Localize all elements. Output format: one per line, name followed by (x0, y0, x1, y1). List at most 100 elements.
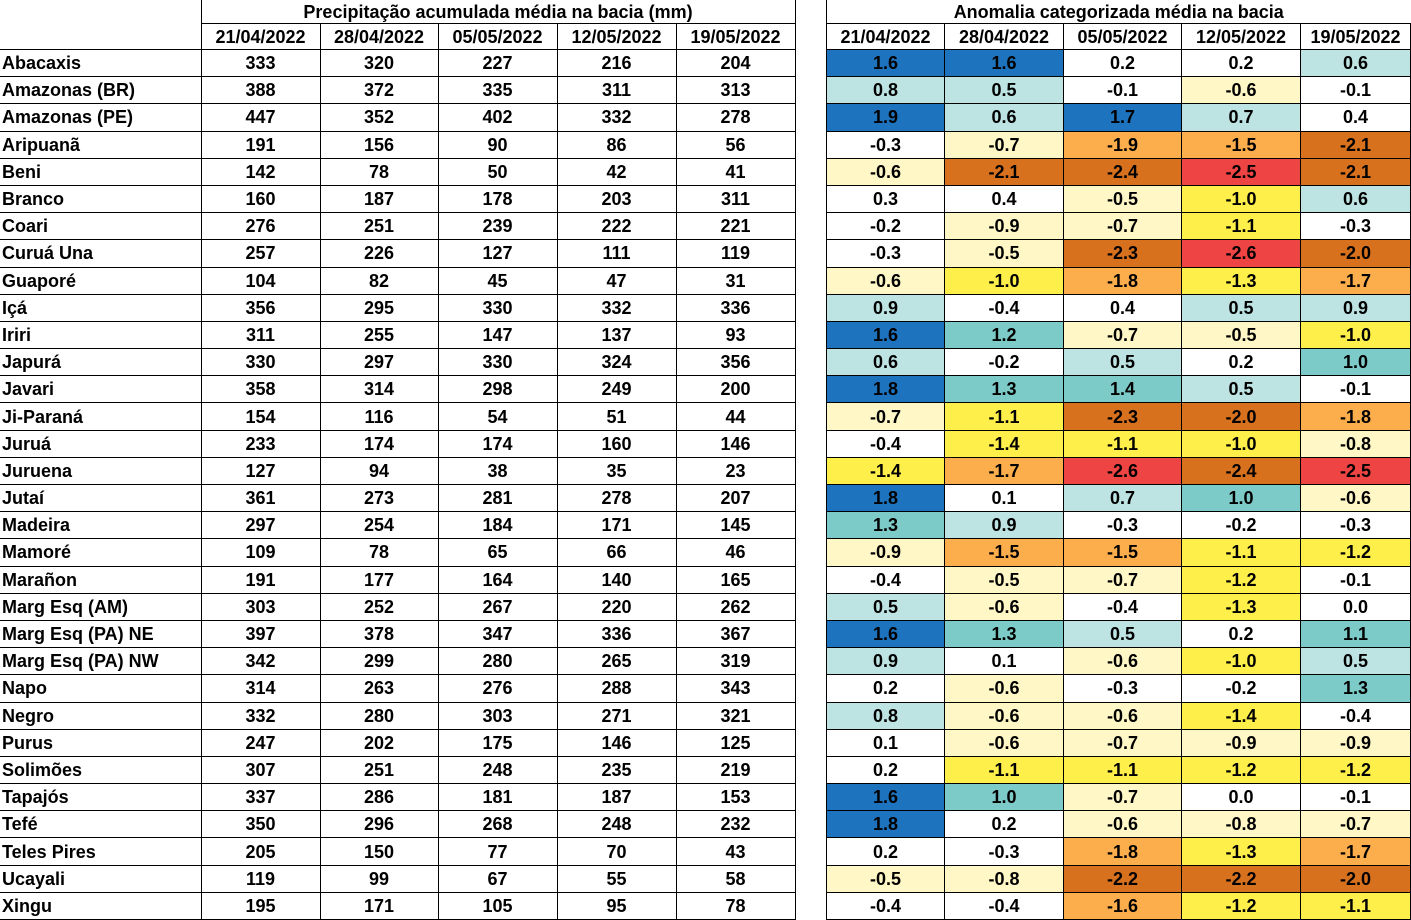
anomaly-value: -0.2 (1181, 674, 1301, 703)
precip-value: 303 (201, 593, 321, 621)
basin-name: Marg Esq (PA) NE (0, 620, 202, 649)
anomaly-table-row: 0.9 -0.4 0.4 0.5 0.9 (826, 294, 1411, 322)
precip-value: 127 (438, 239, 558, 268)
anomaly-table-row: 0.5 -0.6 -0.4 -1.3 0.0 (826, 593, 1411, 621)
precip-value: 263 (320, 674, 439, 703)
anomaly-value: -1.4 (944, 430, 1064, 458)
anomaly-value: 0.5 (1181, 294, 1301, 322)
precip-table-row: Teles Pires 205 150 77 70 43 (0, 837, 796, 866)
anomaly-date-header: 28/04/2022 (944, 23, 1064, 50)
anomaly-table-row: -0.4 -0.4 -1.6 -1.2 -1.1 (826, 892, 1411, 920)
anomaly-value: -2.3 (1063, 239, 1182, 268)
anomaly-table: Anomalia categorizada média na bacia 21/… (826, 0, 1411, 920)
precip-value: 254 (320, 511, 439, 540)
anomaly-value: -1.3 (1181, 593, 1301, 621)
precip-table-row: Marg Esq (PA) NW 342 299 280 265 319 (0, 647, 796, 676)
precip-value: 314 (201, 674, 321, 703)
precip-value: 222 (557, 212, 677, 241)
precip-value: 358 (201, 375, 321, 404)
anomaly-value: -0.6 (944, 674, 1064, 703)
anomaly-value: -1.0 (944, 267, 1064, 295)
anomaly-value: -2.1 (1300, 158, 1411, 186)
precip-value: 330 (438, 294, 558, 322)
anomaly-value: -2.0 (1300, 865, 1411, 893)
precip-value: 276 (201, 212, 321, 241)
anomaly-value: 1.4 (1063, 375, 1182, 404)
anomaly-value: -0.9 (826, 538, 945, 567)
anomaly-table-row: 1.8 1.3 1.4 0.5 -0.1 (826, 375, 1411, 404)
anomaly-value: 0.9 (826, 647, 945, 676)
anomaly-table-row: 1.8 0.1 0.7 1.0 -0.6 (826, 484, 1411, 513)
precip-value: 51 (557, 402, 677, 431)
anomaly-value: -0.4 (826, 566, 945, 594)
precip-table-row: Iriri 311 255 147 137 93 (0, 321, 796, 350)
anomaly-value: 0.4 (1300, 103, 1411, 132)
anomaly-value: 0.9 (826, 294, 945, 322)
blank-corner (0, 23, 202, 50)
anomaly-value: -0.2 (826, 212, 945, 241)
precip-value: 262 (676, 593, 796, 621)
precip-table-row: Ji-Paraná 154 116 54 51 44 (0, 402, 796, 431)
anomaly-table-row: 1.8 0.2 -0.6 -0.8 -0.7 (826, 810, 1411, 839)
anomaly-table-row: -0.7 -1.1 -2.3 -2.0 -1.8 (826, 402, 1411, 431)
precip-value: 288 (557, 674, 677, 703)
anomaly-value: 1.8 (826, 810, 945, 839)
anomaly-value: 0.2 (826, 674, 945, 703)
anomaly-value: 0.3 (826, 185, 945, 214)
anomaly-value: -0.4 (1063, 593, 1182, 621)
basin-name: Aripuanã (0, 131, 202, 159)
precip-value: 314 (320, 375, 439, 404)
anomaly-value: 0.1 (944, 484, 1064, 513)
basin-name: Guaporé (0, 267, 202, 295)
anomaly-table-row: -0.6 -2.1 -2.4 -2.5 -2.1 (826, 158, 1411, 186)
precip-value: 54 (438, 402, 558, 431)
anomaly-value: -0.5 (944, 239, 1064, 268)
precip-value: 119 (676, 239, 796, 268)
anomaly-value: -1.8 (1063, 267, 1182, 295)
anomaly-table-row: 1.6 1.6 0.2 0.2 0.6 (826, 49, 1411, 78)
precip-value: 251 (320, 756, 439, 785)
anomaly-value: 0.5 (1181, 375, 1301, 404)
anomaly-value: -0.6 (826, 267, 945, 295)
anomaly-value: -0.8 (1300, 430, 1411, 458)
precip-value: 337 (201, 783, 321, 812)
anomaly-value: 0.8 (826, 702, 945, 730)
precip-table-row: Mamoré 109 78 65 66 46 (0, 538, 796, 567)
precip-value: 342 (201, 647, 321, 676)
precip-table-row: Napo 314 263 276 288 343 (0, 674, 796, 703)
precip-value: 276 (438, 674, 558, 703)
anomaly-table-row: 1.9 0.6 1.7 0.7 0.4 (826, 103, 1411, 132)
precip-date-header: 19/05/2022 (676, 23, 796, 50)
basin-name: Curuá Una (0, 239, 202, 268)
precip-table-row: Tefé 350 296 268 248 232 (0, 810, 796, 839)
anomaly-value: -1.7 (1300, 267, 1411, 295)
precip-value: 336 (557, 620, 677, 649)
precip-value: 204 (676, 49, 796, 78)
basin-name: Javari (0, 375, 202, 404)
anomaly-value: -1.1 (1181, 212, 1301, 241)
anomaly-value: -1.8 (1063, 837, 1182, 866)
anomaly-table-row: -0.4 -1.4 -1.1 -1.0 -0.8 (826, 430, 1411, 458)
precip-value: 257 (201, 239, 321, 268)
anomaly-value: 1.3 (826, 511, 945, 540)
anomaly-value: -2.0 (1181, 402, 1301, 431)
anomaly-table-row: 0.8 -0.6 -0.6 -1.4 -0.4 (826, 702, 1411, 730)
anomaly-value: -0.1 (1300, 375, 1411, 404)
precip-value: 43 (676, 837, 796, 866)
anomaly-value: -1.1 (1181, 538, 1301, 567)
precip-value: 298 (438, 375, 558, 404)
blank-corner (0, 0, 201, 24)
anomaly-value: -0.1 (1300, 76, 1411, 105)
anomaly-value: 0.8 (826, 76, 945, 105)
anomaly-value: -1.8 (1300, 402, 1411, 431)
anomaly-value: -0.7 (1063, 566, 1182, 594)
precip-value: 271 (557, 702, 677, 730)
precip-value: 154 (201, 402, 321, 431)
precip-value: 45 (438, 267, 558, 295)
anomaly-value: -0.6 (1063, 702, 1182, 730)
precip-value: 160 (201, 185, 321, 214)
precip-value: 281 (438, 484, 558, 513)
anomaly-value: 1.6 (826, 49, 945, 78)
anomaly-value: 1.6 (826, 783, 945, 812)
anomaly-value: -0.6 (944, 702, 1064, 730)
